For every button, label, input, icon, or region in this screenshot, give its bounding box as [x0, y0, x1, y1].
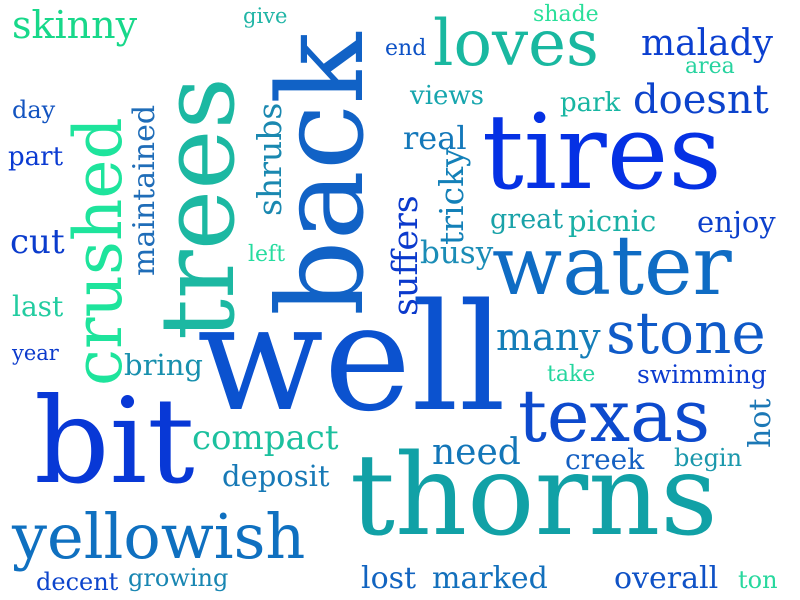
word-left: left: [248, 242, 286, 267]
word-creek: creek: [565, 443, 645, 476]
word-trees: trees: [139, 77, 258, 340]
word-area: area: [685, 54, 735, 79]
word-take: take: [547, 362, 596, 387]
word-busy: busy: [420, 235, 494, 271]
word-views: views: [410, 81, 484, 111]
word-water: water: [492, 219, 732, 314]
word-suffers: suffers: [386, 195, 426, 316]
word-tricky: tricky: [432, 148, 471, 245]
word-maintained: maintained: [127, 104, 162, 276]
word-texas: texas: [518, 374, 711, 458]
word-crushed: crushed: [60, 117, 137, 386]
word-begin: begin: [674, 444, 743, 472]
word-end: end: [385, 36, 427, 61]
word-shade: shade: [533, 2, 599, 27]
word-deposit: deposit: [222, 459, 330, 493]
word-tires: tires: [482, 91, 722, 213]
word-skinny: skinny: [12, 3, 138, 47]
word-day: day: [12, 96, 56, 124]
word-decent: decent: [36, 568, 119, 596]
word-stone: stone: [606, 299, 766, 367]
word-yellowish: yellowish: [12, 500, 306, 573]
word-give: give: [243, 4, 288, 28]
word-year: year: [12, 341, 59, 365]
word-doesnt: doesnt: [633, 77, 769, 123]
word-malady: malady: [641, 23, 773, 64]
word-hot: hot: [743, 398, 778, 448]
word-great: great: [490, 204, 564, 235]
word-lost: lost: [361, 561, 417, 596]
word-need: need: [432, 432, 521, 473]
word-picnic: picnic: [568, 204, 657, 238]
word-ton: ton: [738, 566, 778, 594]
word-park: park: [560, 88, 621, 118]
word-thorns: thorns: [350, 431, 718, 561]
word-overall: overall: [614, 561, 719, 596]
word-growing: growing: [128, 564, 229, 592]
word-part: part: [8, 142, 64, 172]
word-shrubs: shrubs: [250, 102, 289, 216]
word-swimming: swimming: [637, 360, 767, 389]
word-enjoy: enjoy: [697, 205, 776, 239]
word-last: last: [12, 290, 64, 323]
word-loves: loves: [433, 7, 599, 81]
word-cut: cut: [10, 222, 65, 262]
word-bit: bit: [34, 372, 195, 510]
word-many: many: [496, 315, 601, 359]
word-compact: compact: [192, 418, 339, 458]
word-bring: bring: [124, 348, 203, 382]
word-real: real: [403, 119, 467, 157]
word-well: well: [197, 272, 506, 444]
word-marked: marked: [432, 561, 548, 596]
